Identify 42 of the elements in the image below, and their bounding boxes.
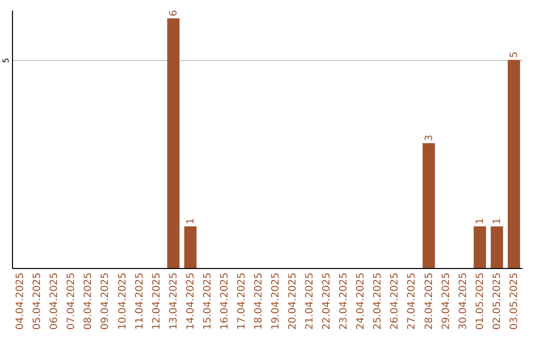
x-tick-label: 19.04.2025 (270, 272, 282, 330)
x-tick-label: 28.04.2025 (424, 272, 435, 330)
x-tick-label: 10.04.2025 (117, 272, 128, 330)
x-tick-label: 26.04.2025 (390, 272, 401, 330)
x-tick-label: 01.05.2025 (474, 272, 486, 330)
x-tick-label: 15.04.2025 (202, 272, 214, 330)
data-label: 5 (508, 52, 520, 58)
x-tick-label: 03.05.2025 (508, 272, 520, 330)
data-label: 6 (168, 10, 180, 16)
x-tick-label: 02.05.2025 (492, 272, 503, 330)
data-label: 1 (185, 218, 196, 224)
x-tick-label: 18.04.2025 (253, 272, 264, 330)
x-tick-label: 13.04.2025 (168, 272, 180, 330)
x-tick-label: 21.04.2025 (304, 272, 316, 330)
data-label: 1 (492, 218, 503, 224)
x-tick-label: 08.04.2025 (83, 272, 94, 330)
x-tick-label: 23.04.2025 (338, 272, 350, 330)
bar (422, 143, 435, 268)
x-tick-label: 24.04.2025 (356, 272, 367, 330)
bar (184, 226, 197, 268)
x-tick-label: 04.04.2025 (15, 272, 26, 330)
bar (474, 226, 486, 268)
data-label: 1 (474, 218, 486, 224)
bar (490, 226, 504, 268)
bar (167, 18, 180, 268)
x-tick-label: 30.04.2025 (458, 272, 469, 330)
x-tick-label: 07.04.2025 (66, 272, 78, 330)
x-tick-label: 16.04.2025 (219, 272, 230, 330)
data-label: 3 (424, 134, 435, 142)
x-tick-label: 05.04.2025 (32, 272, 44, 330)
x-tick-label: 17.04.2025 (236, 272, 248, 330)
x-tick-label: 14.04.2025 (185, 272, 196, 330)
x-tick-label: 12.04.2025 (151, 272, 162, 330)
x-tick-label: 29.04.2025 (440, 272, 452, 330)
x-tick-label: 09.04.2025 (100, 272, 112, 330)
x-tick-label: 11.04.2025 (134, 272, 146, 330)
x-tick-label: 06.04.2025 (49, 272, 60, 330)
bar (508, 60, 520, 268)
x-tick-label: 25.04.2025 (372, 272, 384, 330)
x-tick-label: 27.04.2025 (406, 272, 418, 330)
x-tick-label: 22.04.2025 (322, 272, 333, 330)
x-tick-label: 20.04.2025 (288, 272, 299, 330)
